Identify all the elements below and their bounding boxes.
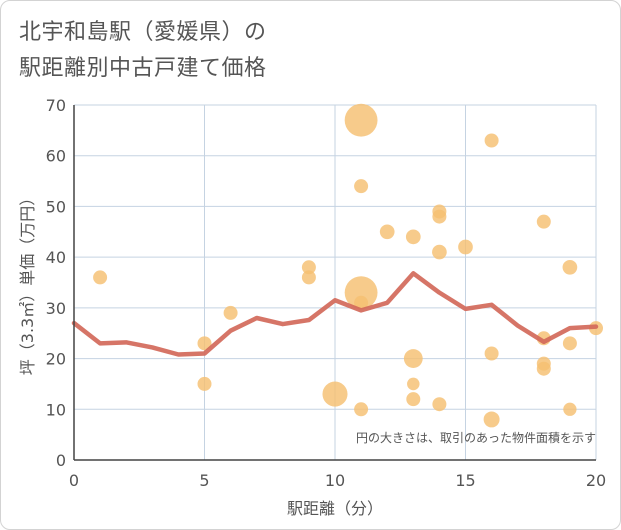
y-tick-label-20: 20: [46, 350, 66, 369]
axes: [73, 105, 596, 461]
y-tick-label-10: 10: [46, 400, 66, 419]
bubble-point-23: [484, 346, 499, 361]
axis-labels: 0 10 20 30 40 50 60 70 0 5 10 15 20 駅距離（分） 坪（3.3㎡）単価（万…: [18, 96, 606, 518]
trend-line-series: [71, 271, 599, 357]
bubble-point-11: [354, 402, 369, 417]
y-tick-label-40: 40: [46, 248, 66, 267]
bubble-point-10: [354, 295, 369, 310]
x-tick-label-15: 15: [455, 471, 475, 490]
bubble-size-note: 円の大きさは、取引のあった物件面積を示す: [356, 430, 596, 445]
bubble-point-22: [484, 133, 499, 148]
bubble-point-30: [562, 336, 577, 351]
y-tick-label-0: 0: [56, 451, 66, 470]
grid-lines: [74, 104, 597, 460]
x-tick-label-0: 0: [69, 471, 79, 490]
x-tick-label-10: 10: [325, 471, 345, 490]
bubble-point-24: [483, 411, 500, 428]
y-tick-label-30: 30: [46, 299, 66, 318]
bubble-point-19: [432, 244, 447, 260]
bubble-point-18: [432, 209, 447, 224]
chart-title-line2: 駅距離別中古戸建て価格: [19, 56, 267, 81]
chart-title-line1: 北宇和島駅（愛媛県）の: [19, 20, 267, 45]
bubble-point-6: [322, 381, 348, 407]
bubble-point-15: [407, 377, 420, 391]
bubble-point-25: [536, 214, 551, 229]
bubble-point-16: [406, 392, 421, 407]
bubble-point-5: [301, 270, 316, 285]
y-tick-label-60: 60: [46, 147, 66, 166]
bubble-point-0: [93, 270, 108, 285]
x-tick-label-20: 20: [586, 471, 606, 490]
chart-title: 北宇和島駅（愛媛県）の 駅距離別中古戸建て価格: [19, 15, 267, 87]
bubble-point-13: [405, 229, 421, 245]
bubble-series: [93, 103, 603, 428]
bubble-point-1: [197, 336, 212, 351]
bubble-point-20: [432, 397, 447, 412]
bubble-point-12: [379, 224, 395, 240]
bubble-point-21: [458, 239, 473, 255]
y-axis-title: 坪（3.3㎡）単価（万円）: [18, 190, 37, 375]
bubble-point-3: [223, 305, 238, 320]
bubble-point-8: [354, 179, 369, 194]
bubble-point-7: [344, 103, 378, 137]
bubble-point-9: [344, 276, 378, 310]
bubble-point-2: [197, 376, 212, 391]
bubble-point-31: [563, 402, 577, 416]
y-tick-label-50: 50: [46, 197, 66, 216]
x-tick-label-5: 5: [199, 471, 209, 490]
x-axis-title: 駅距離（分）: [287, 499, 383, 518]
bubble-point-4: [301, 260, 316, 275]
y-tick-label-70: 70: [46, 96, 66, 115]
bubble-point-14: [403, 349, 423, 368]
trend-line: [71, 271, 599, 357]
bubble-point-28: [536, 361, 551, 376]
bubble-point-29: [562, 259, 578, 275]
